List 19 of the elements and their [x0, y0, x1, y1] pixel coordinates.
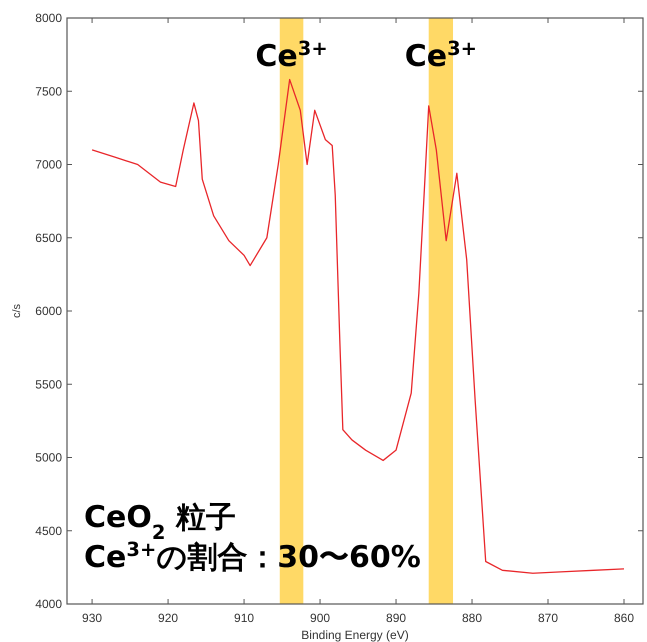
y-tick-label: 5500 [35, 377, 62, 392]
y-tick-label: 4000 [35, 597, 62, 611]
y-tick-label: 7500 [35, 84, 62, 98]
x-tick-label: 910 [234, 611, 254, 625]
x-tick-label: 930 [82, 611, 102, 625]
x-tick-label: 870 [538, 611, 558, 625]
x-tick-label: 900 [310, 611, 330, 625]
y-axis-title: c/s [11, 303, 23, 318]
x-tick-label: 920 [158, 611, 178, 625]
y-tick-label: 5000 [35, 450, 62, 464]
x-tick-label: 890 [386, 611, 406, 625]
y-tick-label: 7000 [35, 158, 62, 172]
y-tick-label: 8000 [35, 11, 62, 25]
x-tick-label: 860 [614, 611, 634, 625]
x-tick-label: 880 [462, 611, 482, 625]
x-axis-title: Binding Energy (eV) [301, 628, 409, 642]
y-tick-label: 6500 [35, 230, 62, 245]
y-tick-label: 4500 [35, 524, 62, 538]
y-tick-label: 6000 [35, 304, 62, 318]
